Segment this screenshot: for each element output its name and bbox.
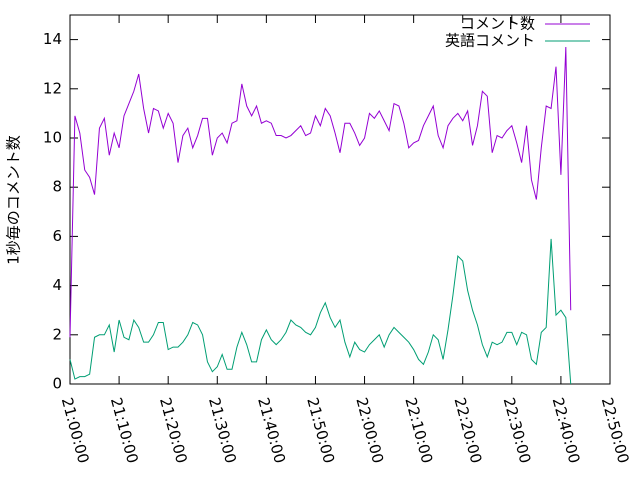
y-tick-label: 14 xyxy=(43,30,62,48)
y-tick-label: 6 xyxy=(52,227,62,245)
y-tick-label: 2 xyxy=(52,325,62,343)
y-tick-label: 10 xyxy=(43,129,62,147)
plot-border xyxy=(69,14,611,385)
y-axis-label: 1秒毎のコメント数 xyxy=(5,135,23,265)
y-tick-label: 4 xyxy=(52,276,62,294)
y-tick-label: 12 xyxy=(43,79,62,97)
legend-label: コメント数 xyxy=(460,15,535,33)
legend-label: 英語コメント xyxy=(445,32,535,50)
line-series xyxy=(69,238,572,385)
y-tick-label: 8 xyxy=(52,178,62,196)
line-series xyxy=(69,46,572,338)
y-tick-label: 0 xyxy=(52,375,62,393)
